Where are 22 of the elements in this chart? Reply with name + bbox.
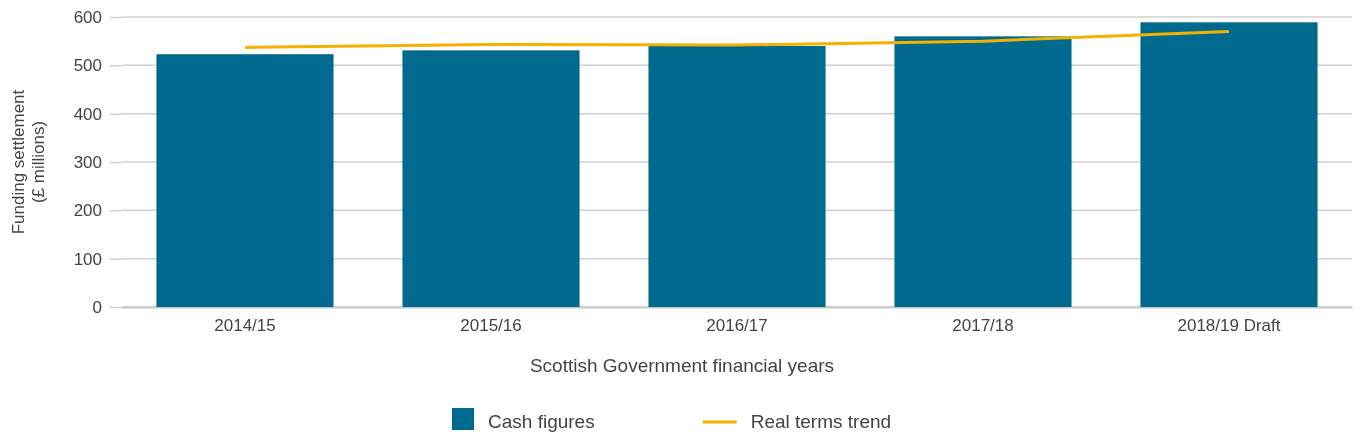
bar	[156, 54, 334, 307]
bar	[1140, 22, 1318, 307]
x-tick-label: 2016/17	[706, 316, 768, 336]
bar	[402, 50, 580, 307]
y-tick-label: 100	[73, 249, 102, 269]
x-tick-label: 2017/18	[952, 316, 1014, 336]
legend-label: Real terms trend	[750, 411, 892, 432]
x-tick-label: 2014/15	[214, 316, 276, 336]
x-tick-label: 2015/16	[460, 316, 522, 336]
y-tick-label: 300	[73, 152, 102, 172]
y-tick-label: 200	[73, 201, 102, 221]
y-tick-label: 400	[73, 104, 102, 124]
y-axis-title: Funding settlement (£ millions)	[9, 89, 48, 235]
x-axis-title: Scottish Government financial years	[529, 355, 835, 376]
legend-label: Cash figures	[488, 411, 595, 432]
y-tick-label: 0	[92, 297, 102, 317]
y-tick-label: 500	[73, 56, 102, 76]
y-tick-label: 600	[73, 7, 102, 27]
x-tick-label: 2018/19 Draft	[1177, 316, 1281, 336]
line-series	[243, 30, 1231, 49]
bar	[648, 46, 826, 307]
bar	[894, 36, 1072, 307]
